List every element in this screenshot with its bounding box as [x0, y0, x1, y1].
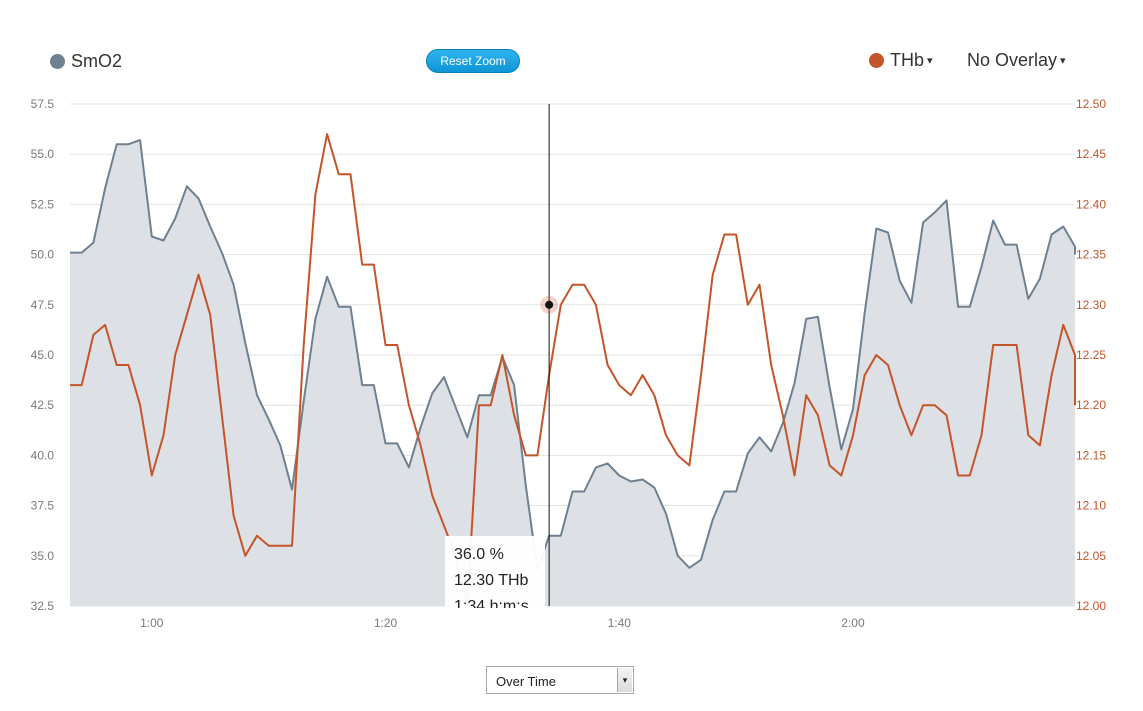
y-left-tick-label: 57.5: [31, 97, 55, 111]
y-left-tick-label: 47.5: [31, 298, 55, 312]
y-right-tick-label: 12.30: [1076, 298, 1106, 312]
y-left-tick-label: 55.0: [31, 147, 55, 161]
y-right-tick-label: 12.40: [1076, 197, 1106, 211]
y-right-tick-label: 12.50: [1076, 97, 1106, 111]
y-right-tick-label: 12.35: [1076, 248, 1106, 262]
x-axis: 1:00 1:20 1:40 2:00: [140, 616, 865, 630]
overlay-dropdown[interactable]: No Overlay ▾: [967, 50, 1066, 71]
view-mode-select[interactable]: Over Time ▾: [486, 666, 634, 694]
legend-smo2[interactable]: SmO2: [50, 51, 122, 72]
y-left-tick-label: 40.0: [31, 448, 55, 462]
x-tick-label: 1:20: [374, 616, 398, 630]
y-right-tick-label: 12.25: [1076, 348, 1106, 362]
thb-line: [70, 133, 1076, 607]
legend-thb[interactable]: THb ▾: [869, 50, 933, 71]
y-axis-right: 12.50 12.45 12.40 12.35 12.30 12.25 12.20 12.15…: [1076, 97, 1106, 613]
x-tick-label: 2:00: [841, 616, 865, 630]
smo2-line: [70, 139, 1076, 571]
tooltip-time-value: 1:34 h:m:s: [454, 598, 529, 608]
thb-dropdown-caret-icon[interactable]: ▾: [927, 55, 933, 67]
smo2-legend-label: SmO2: [71, 51, 123, 71]
tooltip-thb-value: 12.30 THb: [454, 572, 529, 589]
crosshair: [540, 104, 559, 606]
y-left-tick-label: 37.5: [31, 499, 55, 513]
x-tick-label: 1:40: [608, 616, 632, 630]
series-lines: [70, 133, 1076, 607]
y-right-tick-label: 12.10: [1076, 499, 1106, 513]
y-left-tick-label: 52.5: [31, 197, 55, 211]
select-arrow-icon[interactable]: ▾: [617, 668, 632, 692]
y-axis-left: 57.5 55.0 52.5 50.0 47.5 45.0 42.5 40.0 37.5 35.0…: [31, 97, 55, 613]
y-left-tick-label: 42.5: [31, 398, 55, 412]
y-right-tick-label: 12.05: [1076, 549, 1106, 563]
tooltip-smo2-value: 36.0 %: [454, 546, 504, 563]
thb-legend-dot: [869, 53, 884, 68]
y-right-tick-label: 12.20: [1076, 398, 1106, 412]
y-left-tick-label: 32.5: [31, 599, 55, 613]
highlight-point: [545, 300, 554, 309]
y-left-tick-label: 50.0: [31, 248, 55, 262]
y-right-tick-label: 12.00: [1076, 599, 1106, 613]
y-right-tick-label: 12.15: [1076, 448, 1106, 462]
smo2-area-fill: [70, 140, 1075, 606]
thb-legend-label: THb: [890, 50, 925, 70]
overlay-label: No Overlay: [967, 50, 1058, 70]
y-left-tick-label: 45.0: [31, 348, 55, 362]
overlay-caret-icon[interactable]: ▾: [1060, 55, 1066, 67]
x-tick-label: 1:00: [140, 616, 164, 630]
reset-zoom-button[interactable]: Reset Zoom: [426, 49, 520, 73]
view-mode-value: Over Time: [496, 674, 556, 689]
y-right-tick-label: 12.45: [1076, 147, 1106, 161]
chart-tooltip: 36.0 % 12.30 THb 1:34 h:m:s: [445, 536, 545, 608]
y-left-tick-label: 35.0: [31, 549, 55, 563]
smo2-legend-dot: [50, 54, 65, 69]
smo2-area: [70, 140, 1075, 606]
